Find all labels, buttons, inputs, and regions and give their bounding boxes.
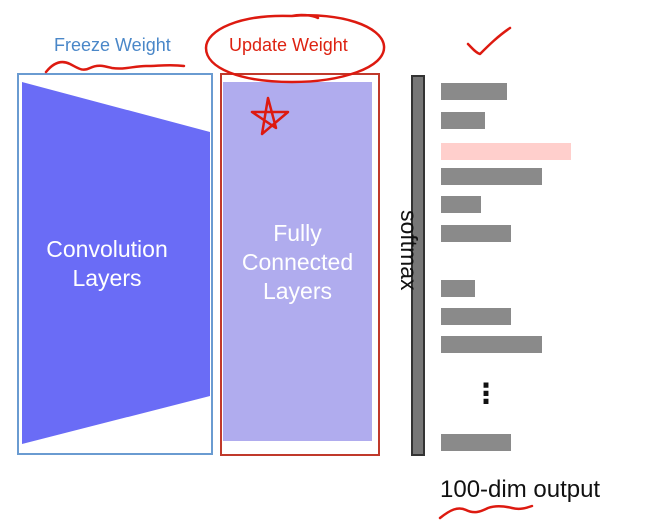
output-squiggle — [438, 504, 534, 520]
output-bar — [441, 225, 511, 242]
output-bar — [441, 336, 542, 353]
checkmark-icon — [466, 26, 512, 56]
output-bar-highlight — [441, 143, 571, 160]
softmax-bar — [411, 75, 425, 456]
output-bar — [441, 112, 485, 129]
output-bar — [441, 308, 511, 325]
output-bar — [441, 280, 475, 297]
conv-layers-label: Convolution Layers — [46, 236, 168, 291]
freeze-weight-squiggle — [44, 60, 186, 74]
update-region-box — [220, 73, 380, 456]
freeze-weight-label: Freeze Weight — [54, 35, 171, 55]
softmax-label: softmax — [396, 210, 422, 291]
output-bar — [441, 83, 507, 100]
output-bar — [441, 168, 542, 185]
fc-layers-label: Fully Connected Layers — [241, 220, 354, 304]
star-icon — [250, 96, 290, 136]
output-ellipsis: ⋮ — [472, 378, 500, 409]
output-label: 100-dim output — [440, 476, 601, 503]
fc-layers-block — [223, 82, 372, 441]
update-weight-label: Update Weight — [229, 35, 348, 55]
output-bar — [441, 434, 511, 451]
freeze-region-box — [17, 73, 213, 455]
update-weight-circle — [204, 13, 386, 84]
output-bar — [441, 196, 481, 213]
